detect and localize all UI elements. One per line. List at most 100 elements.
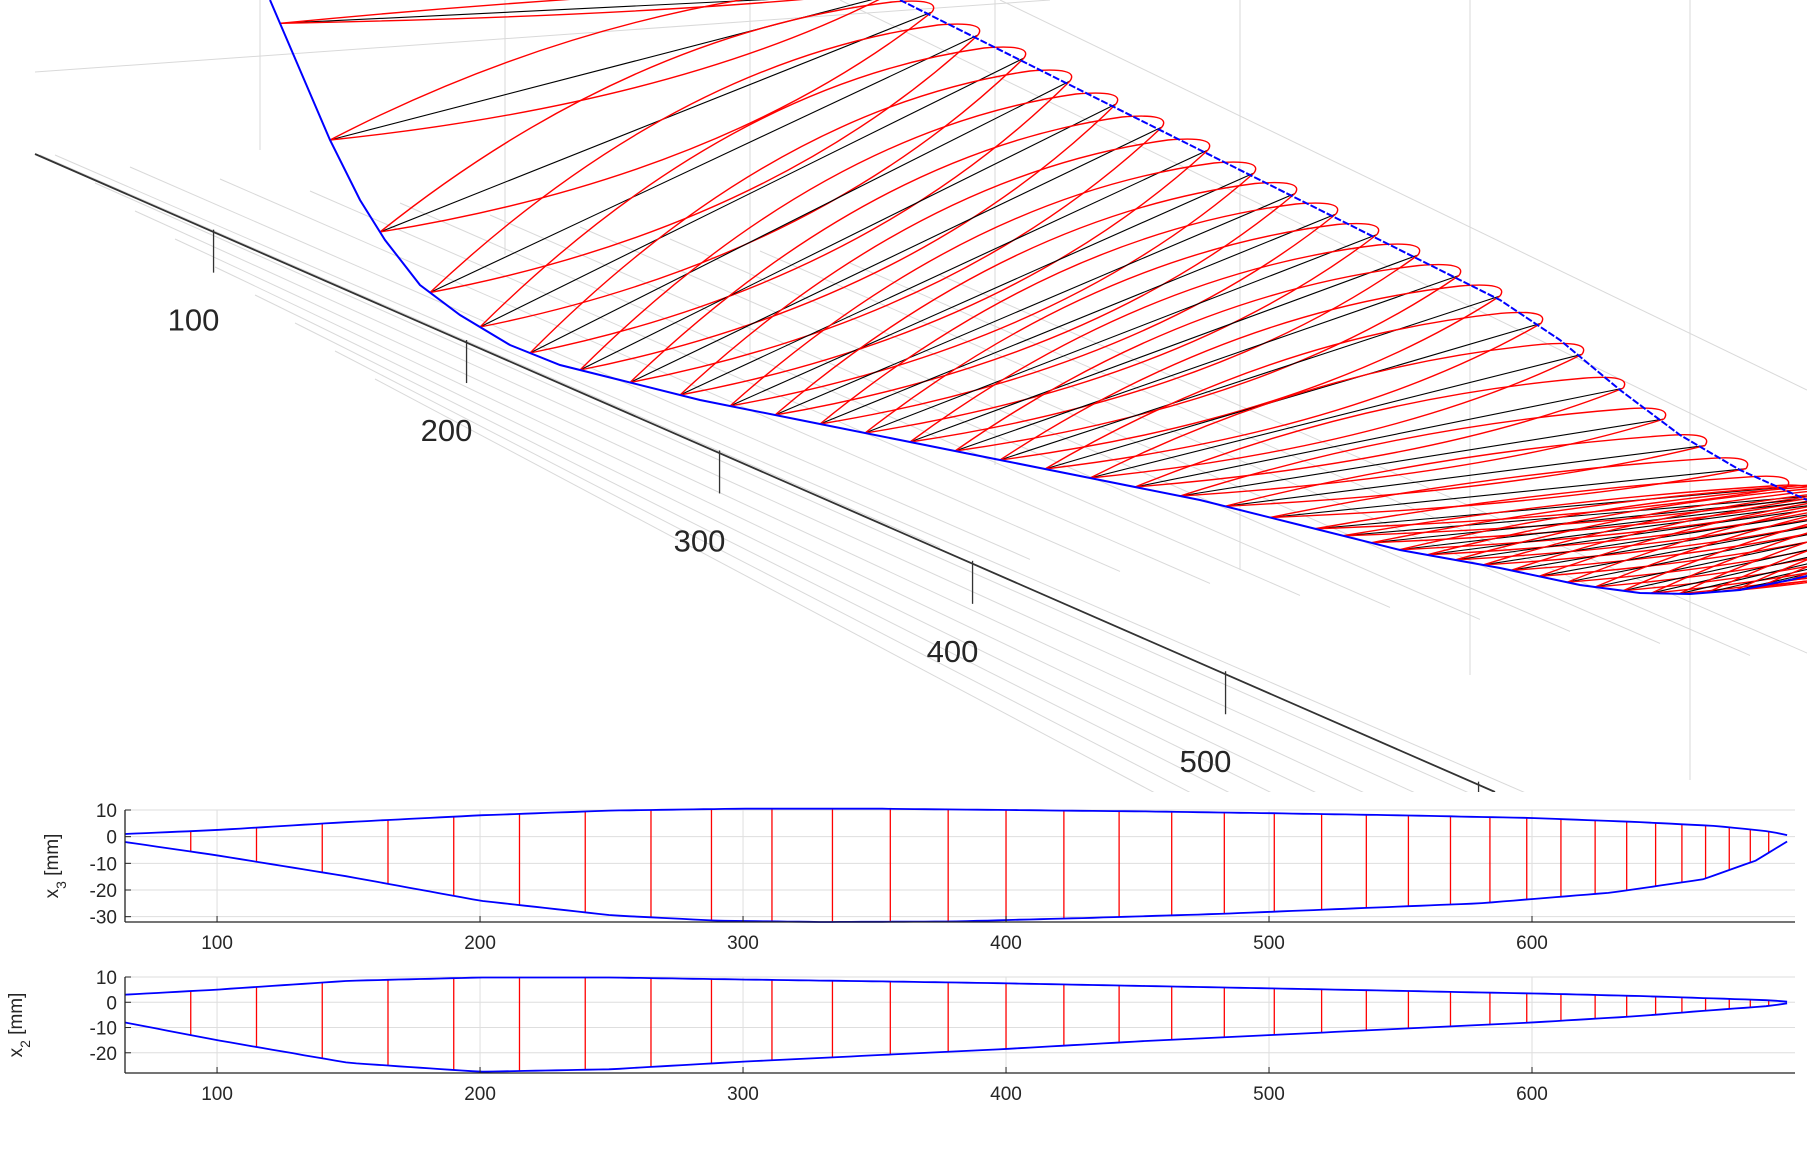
section-lower — [1044, 322, 1542, 470]
chord-line — [1706, 568, 1807, 594]
grid-lines — [34, 0, 1807, 792]
section-upper — [1426, 488, 1807, 556]
y-tick-label: 10 — [96, 801, 117, 822]
x-tick-label: 300 — [674, 523, 726, 558]
x-axis-line — [34, 153, 1496, 792]
y-tick-label: -30 — [90, 908, 117, 929]
chord-line — [999, 295, 1501, 461]
chord-line — [629, 126, 1163, 383]
x-tick-label: 300 — [727, 1084, 759, 1105]
chord-line — [529, 80, 1071, 354]
section-upper — [909, 243, 1421, 443]
section-upper — [1089, 342, 1585, 479]
grid-line — [839, 0, 1807, 471]
y-tick-label: 0 — [106, 993, 117, 1014]
section-lower — [579, 103, 1117, 371]
grid-line — [134, 210, 1415, 792]
section-lower — [1482, 525, 1807, 566]
section-lower — [1650, 572, 1807, 594]
section-lower — [279, 0, 804, 25]
section-lower — [819, 213, 1337, 425]
section-upper — [1510, 498, 1807, 572]
section-lower — [1566, 549, 1807, 583]
chord-line — [1134, 387, 1624, 488]
section-lower — [1706, 580, 1807, 594]
chord-line — [729, 172, 1255, 407]
section-upper — [1650, 532, 1807, 594]
section-lower — [1179, 418, 1665, 497]
y-tick-label: 0 — [106, 828, 117, 849]
chord-line — [819, 213, 1337, 425]
chord-line — [1089, 353, 1583, 479]
chord-line — [774, 192, 1296, 416]
section-upper — [1044, 311, 1544, 470]
y-tick-label: -20 — [90, 881, 117, 902]
x-tick-label: 100 — [201, 1084, 233, 1105]
chord-line — [1044, 322, 1542, 470]
grid-line — [334, 350, 1191, 792]
x-tick-label: 200 — [421, 413, 473, 448]
x-tick-label: 300 — [727, 933, 759, 954]
grid-line — [309, 190, 1211, 584]
section-upper — [579, 92, 1119, 371]
section-curves — [279, 0, 1807, 595]
section-lower — [429, 34, 979, 294]
grid-line — [94, 182, 1469, 792]
x-tick-label: 100 — [201, 933, 233, 954]
grid-line — [579, 226, 1481, 620]
grid-line — [34, 0, 1051, 73]
grid-lines — [125, 976, 1795, 1073]
grid-line — [399, 202, 1301, 596]
grid-line — [129, 166, 1031, 560]
section-lower — [1314, 486, 1788, 530]
section-upper — [1482, 494, 1807, 566]
grid-line — [999, 0, 1807, 391]
chord-line — [429, 34, 979, 293]
section-upper — [479, 46, 1027, 328]
x-tick-label: 600 — [1516, 933, 1548, 954]
section-upper — [279, 0, 571, 25]
section-lower — [954, 274, 1460, 452]
section-upper — [729, 161, 1257, 407]
section-upper — [1678, 541, 1807, 595]
section-upper — [819, 202, 1339, 425]
upper-outline — [124, 976, 1788, 1003]
chord-line — [1650, 556, 1807, 594]
chord-line — [1398, 501, 1807, 551]
chord-line — [1510, 520, 1807, 571]
section-upper — [1179, 407, 1667, 497]
section-upper — [1706, 550, 1807, 594]
section-lower — [379, 11, 933, 233]
section-upper — [679, 138, 1211, 396]
chord-line — [1482, 514, 1807, 566]
x-tick-label: 500 — [1253, 1084, 1285, 1105]
y-tick-label: 10 — [96, 968, 117, 989]
section-lower — [329, 0, 880, 141]
section-lower — [774, 192, 1296, 416]
chord-line — [1370, 498, 1807, 544]
chord-line — [1678, 563, 1807, 595]
x-tick-label: 500 — [1253, 933, 1285, 954]
section-upper — [629, 115, 1165, 384]
x-tick-label: 200 — [464, 1084, 496, 1105]
chord-line — [1179, 418, 1665, 497]
y-tick-label: -20 — [90, 1044, 117, 1065]
chord-line — [1224, 445, 1706, 507]
chord-line — [579, 103, 1117, 371]
section-lower — [1426, 512, 1807, 556]
section-upper — [864, 222, 1380, 434]
y-tick-label: -10 — [90, 854, 117, 875]
grid-line — [219, 178, 1121, 572]
section-lower — [729, 172, 1255, 407]
upper-outline — [124, 807, 1788, 836]
chord-line — [279, 0, 770, 24]
section-lower — [629, 126, 1163, 384]
section-lower — [864, 233, 1378, 434]
section-upper — [1314, 475, 1790, 530]
grid-lines — [125, 809, 1795, 922]
section-upper — [1370, 484, 1807, 544]
section-upper — [1454, 490, 1807, 561]
x-tick-label: 400 — [990, 933, 1022, 954]
grid-line — [939, 274, 1807, 654]
section-lower — [679, 149, 1209, 396]
